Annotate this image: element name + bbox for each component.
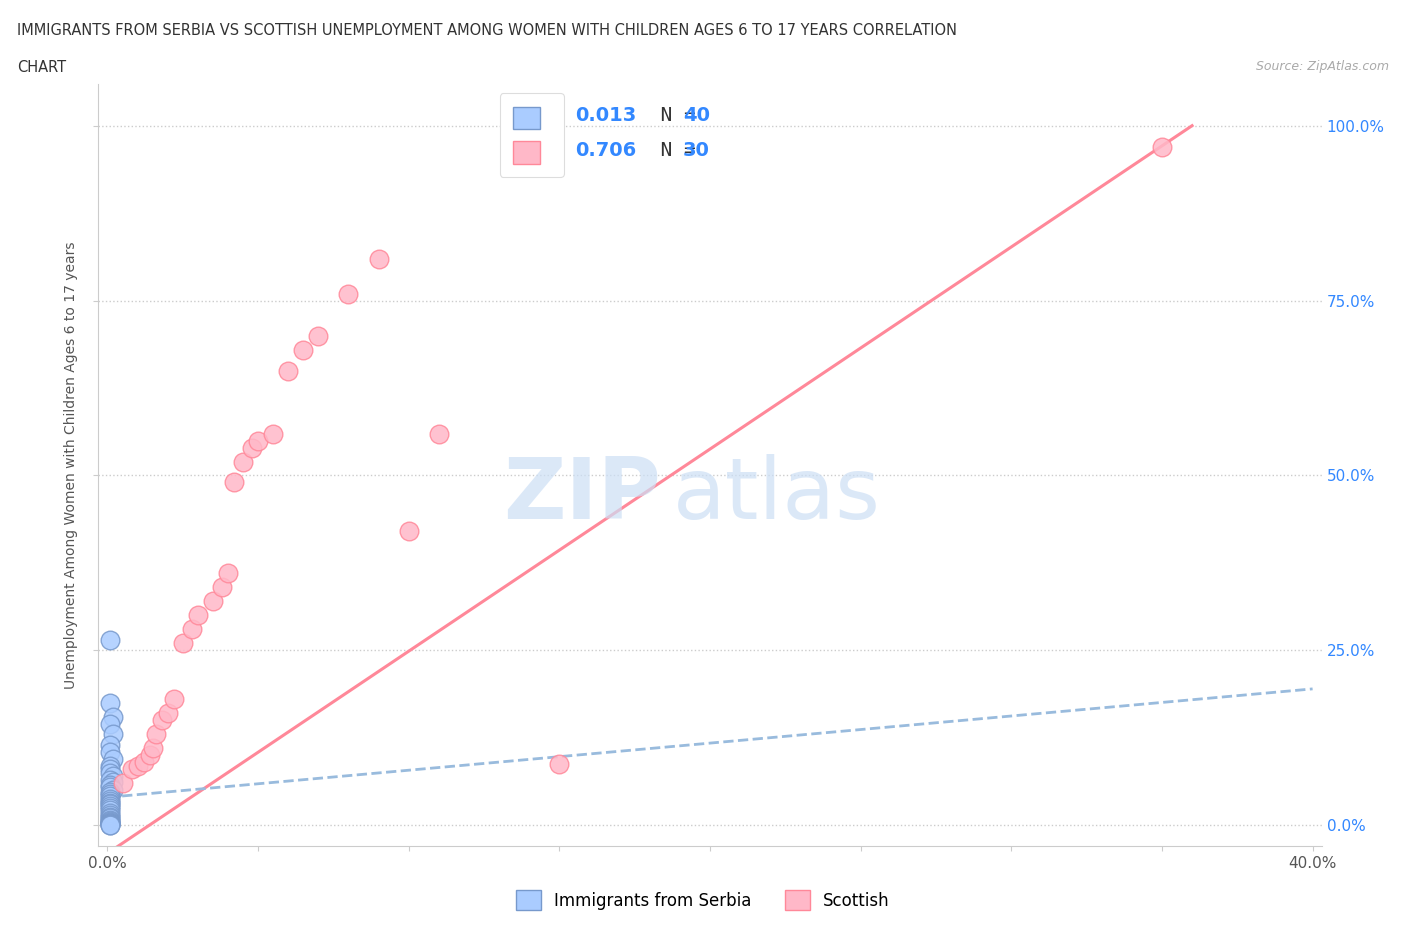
Point [100, 793, 122, 808]
Point [132, 755, 155, 770]
Point [100, 795, 122, 810]
Point [100, 801, 122, 816]
Point [100, 807, 122, 822]
Point [247, 433, 270, 448]
Point [548, 756, 571, 771]
Point [232, 454, 254, 469]
Point [142, 741, 165, 756]
Point [138, 748, 160, 763]
Point [100, 815, 122, 830]
Point [100, 789, 122, 804]
Point [217, 566, 239, 581]
Point [111, 776, 134, 790]
Legend: , : , [499, 93, 564, 178]
Point [100, 817, 122, 831]
Point [150, 713, 173, 728]
Point [201, 594, 224, 609]
Text: ZIP: ZIP [503, 454, 661, 537]
Point [100, 811, 122, 826]
Point [262, 426, 284, 441]
Point [100, 817, 122, 831]
Point [100, 765, 122, 780]
Point [277, 363, 299, 378]
Text: 0.013: 0.013 [575, 106, 637, 126]
Point [100, 816, 122, 830]
Y-axis label: Unemployment Among Women with Children Ages 6 to 17 years: Unemployment Among Women with Children A… [63, 241, 77, 689]
Point [240, 440, 263, 455]
Point [127, 758, 149, 773]
Point [156, 706, 179, 721]
Text: 30: 30 [683, 141, 710, 160]
Point [103, 783, 125, 798]
Point [367, 251, 389, 266]
Point [100, 798, 122, 813]
Point [103, 751, 125, 766]
Point [103, 769, 125, 784]
Point [100, 632, 122, 647]
Point [100, 809, 122, 824]
Point [100, 797, 122, 812]
Text: 0.706: 0.706 [575, 141, 637, 160]
Point [163, 692, 186, 707]
Point [100, 777, 122, 792]
Point [100, 817, 122, 832]
Point [145, 727, 167, 742]
Point [100, 696, 122, 711]
Legend: Immigrants from Serbia, Scottish: Immigrants from Serbia, Scottish [509, 884, 897, 917]
Point [100, 817, 122, 832]
Text: IMMIGRANTS FROM SERBIA VS SCOTTISH UNEMPLOYMENT AMONG WOMEN WITH CHILDREN AGES 6: IMMIGRANTS FROM SERBIA VS SCOTTISH UNEMP… [17, 23, 957, 38]
Point [103, 727, 125, 742]
Point [222, 475, 245, 490]
Text: 40: 40 [683, 106, 710, 126]
Point [100, 812, 122, 827]
Point [211, 580, 233, 595]
Text: Source: ZipAtlas.com: Source: ZipAtlas.com [1256, 60, 1389, 73]
Text: N =: N = [637, 106, 707, 126]
Point [100, 762, 122, 777]
Point [100, 803, 122, 817]
Text: R =: R = [520, 106, 579, 126]
Point [103, 710, 125, 724]
Point [103, 775, 125, 790]
Point [307, 328, 329, 343]
Point [427, 426, 450, 441]
Text: N =: N = [637, 141, 707, 160]
Point [100, 815, 122, 830]
Text: R =: R = [520, 141, 579, 160]
Text: CHART: CHART [17, 60, 66, 75]
Point [100, 737, 122, 752]
Point [100, 758, 122, 773]
Point [100, 779, 122, 794]
Point [100, 805, 122, 820]
Point [337, 286, 360, 301]
Text: atlas: atlas [673, 454, 882, 537]
Point [100, 716, 122, 731]
Point [100, 773, 122, 788]
Point [121, 762, 143, 777]
Point [180, 622, 202, 637]
Point [100, 791, 122, 806]
Point [100, 744, 122, 759]
Point [100, 814, 122, 829]
Point [100, 784, 122, 799]
Point [398, 524, 420, 538]
Point [100, 787, 122, 802]
Point [292, 342, 315, 357]
Point [1150, 140, 1173, 154]
Point [187, 608, 209, 623]
Point [172, 636, 194, 651]
